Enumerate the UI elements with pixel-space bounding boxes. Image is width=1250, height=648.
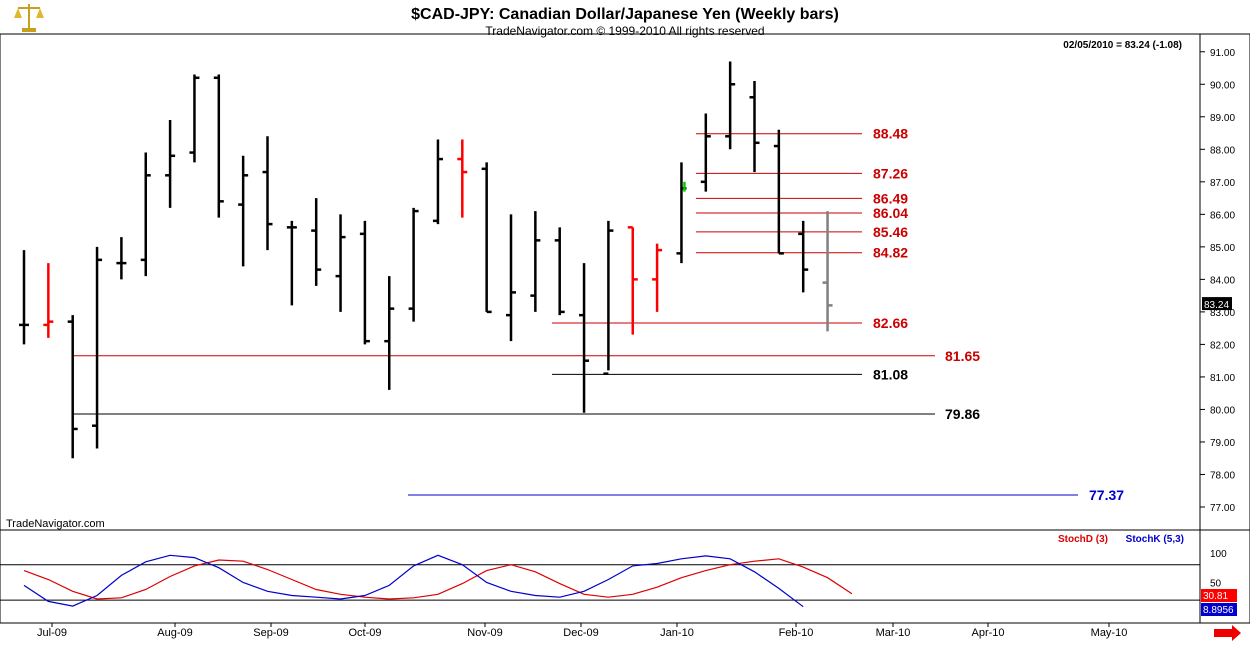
ohlc-bar [359, 220, 370, 345]
ohlc-bar [311, 198, 322, 286]
y-tick-label: 77.00 [1210, 503, 1235, 514]
ohlc-bar [652, 243, 663, 312]
x-tick-label: Mar-10 [876, 627, 911, 639]
level-label: 88.48 [873, 126, 908, 142]
y-tick-label: 91.00 [1210, 48, 1235, 59]
x-tick-label: Dec-09 [563, 627, 598, 639]
y-tick-label: 88.00 [1210, 145, 1235, 156]
level-label: 84.82 [873, 245, 908, 261]
y-tick-label: 78.00 [1210, 470, 1235, 481]
chart-title: $CAD-JPY: Canadian Dollar/Japanese Yen (… [411, 6, 839, 23]
x-tick-label: Nov-09 [467, 627, 502, 639]
chart-subtitle: TradeNavigator.com © 1999-2010 All right… [485, 24, 764, 38]
x-tick-label: Jul-09 [37, 627, 67, 639]
ohlc-bar [749, 81, 760, 173]
scroll-right-arrow-icon[interactable] [1214, 625, 1241, 641]
ohlc-bar [725, 61, 736, 150]
ohlc-bar [481, 162, 492, 314]
stoch-last-value-box [1201, 603, 1237, 616]
level-label: 81.08 [873, 366, 908, 382]
y-tick-label: 79.00 [1210, 438, 1235, 449]
level-label: 85.46 [873, 224, 908, 240]
x-tick-label: Sep-09 [253, 627, 288, 639]
last-price-box [1202, 297, 1232, 311]
watermark: TradeNavigator.com [6, 518, 105, 530]
ohlc-bar [700, 113, 711, 192]
scales-logo-icon [14, 4, 44, 32]
ohlc-bar [530, 211, 541, 312]
ohlc-bar [67, 315, 78, 459]
ohlc-bar [92, 246, 103, 449]
y-tick-label: 80.00 [1210, 405, 1235, 416]
price-axis [1199, 33, 1250, 531]
x-tick-label: Aug-09 [157, 627, 192, 639]
ohlc-bar [773, 129, 784, 255]
stoch-panel [0, 529, 1201, 624]
ohlc-bar [432, 139, 443, 225]
ohlc-bar [603, 220, 614, 375]
ohlc-bar [43, 263, 54, 338]
y-tick-label: 86.00 [1210, 210, 1235, 221]
last-price-label: 83.24 [1204, 300, 1229, 311]
stoch-legend-k: StochK (5,3) [1126, 534, 1184, 545]
ohlc-bar [457, 139, 468, 218]
x-tick-label: Jan-10 [660, 627, 694, 639]
last-price-info: 02/05/2010 = 83.24 (-1.08) [1063, 40, 1182, 51]
ohlc-bar [627, 226, 638, 335]
y-tick-label: 81.00 [1210, 373, 1235, 384]
level-label: 86.49 [873, 190, 908, 206]
price-panel [0, 33, 1201, 531]
y-tick-label: 84.00 [1210, 275, 1235, 286]
y-tick-label: 89.00 [1210, 113, 1235, 124]
x-tick-label: Oct-09 [348, 627, 381, 639]
ohlc-bar [165, 120, 176, 208]
ohlc-bar [189, 74, 200, 163]
ohlc-bar [262, 136, 273, 251]
ohlc-bar [213, 74, 224, 218]
ohlc-bar [19, 250, 29, 345]
x-tick-label: May-10 [1091, 627, 1128, 639]
ohlc-bar [506, 214, 516, 342]
y-tick-label: 85.00 [1210, 243, 1235, 254]
ohlc-bar [116, 237, 127, 280]
stoch-last-value-box [1201, 589, 1237, 602]
y-tick-label: 90.00 [1210, 80, 1235, 91]
ohlc-bar [286, 220, 297, 306]
stoch-line [23, 558, 853, 600]
stoch-last-value: 8.8956 [1203, 605, 1234, 616]
stoch-tick-label: 100 [1210, 549, 1227, 560]
stoch-legend-d: StochD (3) [1058, 534, 1108, 545]
level-label: 81.65 [945, 348, 980, 364]
y-tick-label: 83.00 [1210, 308, 1235, 319]
ohlc-bar [238, 155, 249, 267]
level-label: 77.37 [1089, 487, 1124, 503]
level-label: 82.66 [873, 315, 908, 331]
ohlc-bar [335, 214, 346, 312]
ohlc-bar [798, 220, 809, 293]
level-label: 86.04 [873, 205, 908, 221]
x-tick-label: Feb-10 [779, 627, 814, 639]
stoch-line [23, 554, 804, 608]
ohlc-bar [408, 207, 419, 322]
y-tick-label: 82.00 [1210, 340, 1235, 351]
x-tick-label: Apr-10 [971, 627, 1004, 639]
ohlc-bar [579, 263, 590, 413]
ohlc-bar [554, 227, 565, 316]
level-label: 87.26 [873, 165, 908, 181]
stoch-last-value: 30.81 [1203, 591, 1228, 602]
y-tick-label: 87.00 [1210, 178, 1235, 189]
level-label: 79.86 [945, 406, 980, 422]
ohlc-bar [140, 152, 151, 277]
ohlc-bar [384, 276, 395, 390]
stoch-tick-label: 50 [1210, 578, 1222, 589]
ohlc-bar [822, 211, 833, 332]
